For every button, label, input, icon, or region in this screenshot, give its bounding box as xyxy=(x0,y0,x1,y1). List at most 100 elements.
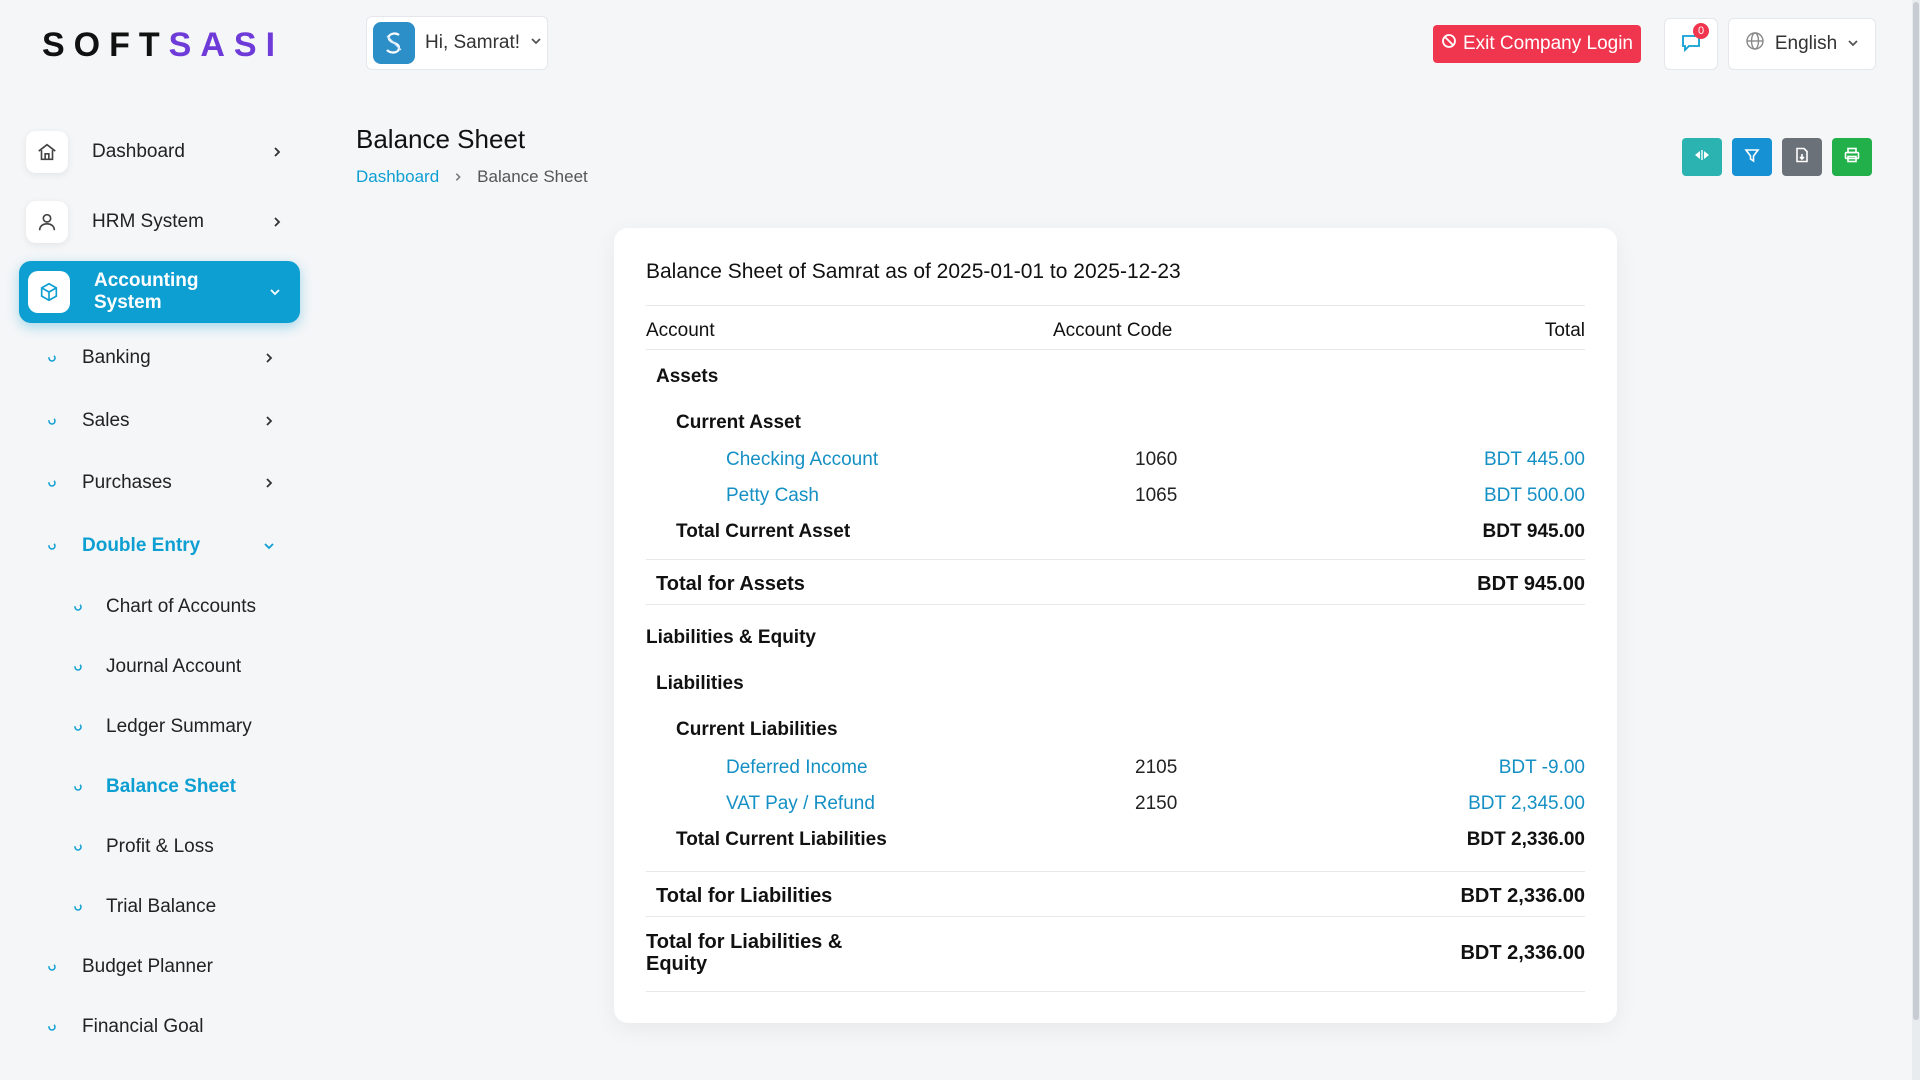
bullet-icon xyxy=(72,901,84,913)
chevron-down-icon xyxy=(258,540,280,552)
sidebar-item-label: Journal Account xyxy=(106,656,242,677)
sidebar-item-trial-balance[interactable]: Trial Balance xyxy=(72,889,292,925)
sidebar-item-dashboard[interactable]: Dashboard xyxy=(26,126,296,178)
subtotal-value: BDT 945.00 xyxy=(1482,521,1585,542)
language-selector[interactable]: English xyxy=(1728,18,1876,70)
breadcrumb: Dashboard Balance Sheet xyxy=(356,167,588,187)
column-header-account: Account xyxy=(646,320,715,341)
section-label: Liabilities & Equity xyxy=(646,627,816,648)
bullet-icon xyxy=(46,1021,58,1033)
chevron-down-icon xyxy=(530,34,542,52)
breadcrumb-current: Balance Sheet xyxy=(477,167,588,186)
sidebar-item-sales[interactable]: Sales xyxy=(46,403,286,439)
sidebar-item-journal-account[interactable]: Journal Account xyxy=(72,649,292,685)
sidebar-item-financial-goal[interactable]: Financial Goal xyxy=(46,1009,286,1045)
sidebar: SOFTSASI Dashboard HRM System Accounting… xyxy=(0,0,330,1080)
account-link[interactable]: VAT Pay / Refund xyxy=(726,793,875,814)
sidebar-item-accounting-system[interactable]: Accounting System xyxy=(19,261,300,323)
account-total-link[interactable]: BDT 500.00 xyxy=(1483,485,1585,506)
notifications-button[interactable]: 0 xyxy=(1664,18,1718,70)
export-button[interactable] xyxy=(1782,138,1822,176)
divider xyxy=(646,991,1585,992)
print-button[interactable] xyxy=(1832,138,1872,176)
bullet-icon xyxy=(46,540,58,552)
sidebar-item-budget-planner[interactable]: Budget Planner xyxy=(46,949,286,985)
account-total-link[interactable]: BDT 445.00 xyxy=(1483,449,1585,470)
account-total-link[interactable]: BDT 2,345.00 xyxy=(1468,793,1585,814)
bullet-icon xyxy=(72,601,84,613)
user-greeting: Hi, Samrat! xyxy=(425,32,521,53)
total-row: Total for Liabilities BDT 2,336.00 xyxy=(646,876,1585,916)
subtotal-label: Total Current Asset xyxy=(676,521,851,542)
sidebar-item-hrm-system[interactable]: HRM System xyxy=(26,196,296,248)
grand-total-value: BDT 2,336.00 xyxy=(1460,941,1585,964)
report-toolbar xyxy=(1682,138,1872,176)
bullet-icon xyxy=(72,721,84,733)
total-row: Total for Assets BDT 945.00 xyxy=(646,564,1585,604)
report-title: Balance Sheet of Samrat as of 2025-01-01… xyxy=(646,260,1181,283)
logo-text-part2: SASI xyxy=(168,26,285,64)
chevron-down-icon xyxy=(1847,33,1859,55)
file-export-icon xyxy=(1794,147,1810,168)
sidebar-item-purchases[interactable]: Purchases xyxy=(46,465,286,501)
brand-logo[interactable]: SOFTSASI xyxy=(42,26,284,65)
chevron-right-icon xyxy=(258,415,280,427)
sidebar-item-label: Banking xyxy=(82,347,151,368)
sidebar-item-balance-sheet[interactable]: Balance Sheet xyxy=(72,769,292,805)
sidebar-item-label: Accounting System xyxy=(94,270,199,313)
section-label: Assets xyxy=(656,366,719,387)
sidebar-item-label: Budget Planner xyxy=(82,956,213,977)
sidebar-item-label: Sales xyxy=(82,410,130,431)
breadcrumb-link-dashboard[interactable]: Dashboard xyxy=(356,167,440,186)
avatar xyxy=(373,22,415,64)
sidebar-item-label: Chart of Accounts xyxy=(106,596,256,617)
table-row: VAT Pay / Refund 2150 BDT 2,345.00 xyxy=(646,786,1585,822)
filter-button[interactable] xyxy=(1732,138,1772,176)
bullet-icon xyxy=(46,352,58,364)
group-label: Current Asset xyxy=(676,412,801,433)
bullet-icon xyxy=(72,781,84,793)
account-link[interactable]: Deferred Income xyxy=(726,757,868,778)
section-heading-liabilities: Liabilities xyxy=(646,666,1585,702)
table-header: Account Account Code Total xyxy=(646,314,1585,348)
subtotal-value: BDT 2,336.00 xyxy=(1466,829,1585,850)
account-total-link[interactable]: BDT -9.00 xyxy=(1498,757,1585,778)
chevron-right-icon xyxy=(266,146,288,158)
column-header-total: Total xyxy=(1544,320,1585,341)
account-link[interactable]: Petty Cash xyxy=(726,485,819,506)
total-value: BDT 945.00 xyxy=(1477,572,1585,595)
globe-icon xyxy=(1745,31,1765,57)
page-title: Balance Sheet xyxy=(356,124,526,154)
collapse-icon xyxy=(1694,147,1710,168)
sidebar-item-chart-of-accounts[interactable]: Chart of Accounts xyxy=(72,589,292,625)
account-code: 1065 xyxy=(1135,485,1178,506)
language-label: English xyxy=(1774,33,1838,54)
table-row: Petty Cash 1065 BDT 500.00 xyxy=(646,478,1585,514)
grand-total-row: Total for Liabilities & Equity BDT 2,336… xyxy=(646,928,1585,978)
account-link[interactable]: Checking Account xyxy=(726,449,879,470)
section-heading-assets: Assets xyxy=(646,360,1585,394)
sidebar-item-label: HRM System xyxy=(92,211,204,232)
filter-icon xyxy=(1744,147,1760,168)
total-label: Total for Liabilities xyxy=(656,884,833,907)
sidebar-item-label: Double Entry xyxy=(82,535,201,556)
bullet-icon xyxy=(46,477,58,489)
sidebar-item-ledger-summary[interactable]: Ledger Summary xyxy=(72,709,292,745)
page-scrollbar[interactable] xyxy=(1912,0,1920,1080)
sidebar-item-label: Balance Sheet xyxy=(106,776,236,797)
logo-text-part1: SOFT xyxy=(42,26,169,64)
scrollbar-thumb[interactable] xyxy=(1913,2,1919,1020)
exit-company-login-button[interactable]: Exit Company Login xyxy=(1433,25,1641,63)
chevron-right-icon xyxy=(258,477,280,489)
sidebar-item-double-entry[interactable]: Double Entry xyxy=(46,528,286,564)
notification-badge: 0 xyxy=(1693,23,1709,39)
ban-icon xyxy=(1441,33,1457,55)
user-menu-button[interactable]: Hi, Samrat! xyxy=(366,16,548,70)
group-heading-current-asset: Current Asset xyxy=(646,406,1585,440)
sidebar-item-banking[interactable]: Banking xyxy=(46,340,286,376)
subtotal-row: Total Current Asset BDT 945.00 xyxy=(646,514,1585,550)
sidebar-item-profit-loss[interactable]: Profit & Loss xyxy=(72,829,292,865)
divider xyxy=(646,916,1585,917)
collapse-expand-button[interactable] xyxy=(1682,138,1722,176)
sidebar-item-label: Trial Balance xyxy=(106,896,217,917)
